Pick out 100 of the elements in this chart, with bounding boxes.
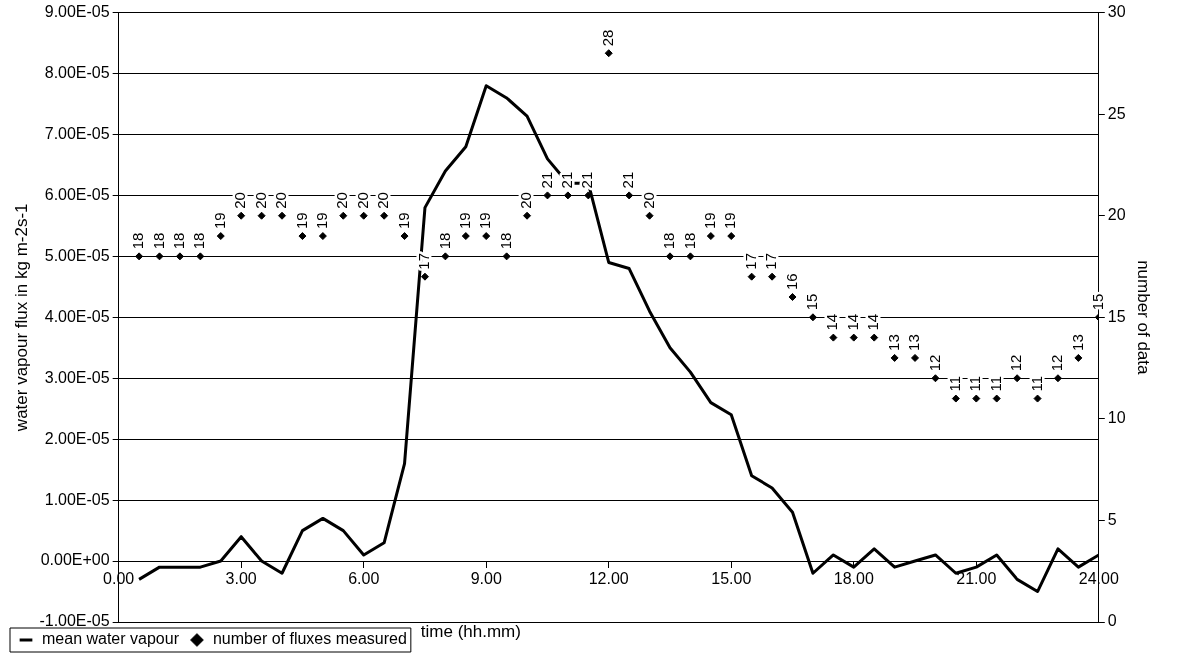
y-tick-label: 9.00E-05 [44, 3, 110, 21]
point [645, 211, 654, 220]
data-label: 19 [292, 212, 310, 230]
x-tick-label: 3.00 [225, 570, 257, 588]
data-label: 12 [1007, 354, 1025, 372]
data-label: 11 [986, 375, 1004, 392]
point [911, 353, 920, 362]
data-label: 18 [190, 232, 208, 250]
data-label: 13 [1068, 334, 1086, 351]
point [1074, 353, 1083, 362]
y-tick-label: 3.00E-05 [44, 368, 110, 386]
point [175, 252, 184, 261]
point [992, 394, 1001, 403]
point [788, 292, 797, 301]
x-tick-label: 15.00 [711, 570, 752, 588]
data-label: 17 [741, 252, 759, 270]
point [849, 333, 858, 342]
point [359, 211, 368, 220]
point [604, 49, 613, 58]
data-label: 19 [210, 212, 228, 230]
point [216, 232, 225, 241]
point [400, 232, 409, 241]
point [523, 211, 532, 220]
data-label: 20 [374, 192, 392, 209]
data-label: 15 [803, 293, 821, 311]
data-label: 13 [884, 334, 902, 351]
legend-label: mean water vapour [42, 630, 180, 648]
point [972, 394, 981, 403]
x-axis-title: time (hh.mm) [420, 622, 521, 642]
x-tick-label: 6.00 [348, 570, 380, 588]
point [502, 252, 511, 261]
x-tick-label: 9.00 [470, 570, 502, 588]
y-tick-label: 1.00E-05 [44, 490, 110, 508]
y-tick-label: 0.00E+00 [40, 551, 110, 569]
y2-axis-title: number of data [1134, 260, 1154, 376]
y-tick-label: -1.00E-05 [39, 612, 110, 630]
y-tick-label: 2.00E-05 [44, 429, 110, 447]
point [461, 232, 470, 241]
data-label: 20 [333, 192, 351, 209]
point [563, 191, 572, 200]
point [278, 211, 287, 220]
data-label: 19 [721, 212, 739, 230]
point [420, 272, 429, 281]
data-label: 19 [394, 212, 412, 230]
data-label: 18 [129, 232, 147, 250]
data-label: 17 [762, 252, 780, 270]
data-label: 11 [946, 375, 964, 392]
data-label: 16 [782, 273, 800, 290]
point [768, 272, 777, 281]
point [1013, 374, 1022, 383]
point [543, 191, 552, 200]
data-label: 18 [170, 232, 188, 250]
data-label: 14 [843, 313, 861, 331]
x-tick-label: 18.00 [833, 570, 874, 588]
y-axis-title: water vapour flux in kg m-2s-1 [11, 203, 31, 433]
y2-tick-label: 25 [1107, 104, 1126, 122]
data-label: 13 [905, 334, 923, 351]
point [951, 394, 960, 403]
point [441, 252, 450, 261]
data-label: 21 [537, 171, 555, 189]
y2-tick-label: 30 [1107, 3, 1126, 21]
point [727, 232, 736, 241]
y2-tick-label: 0 [1107, 612, 1117, 630]
data-label: 12 [1048, 354, 1066, 372]
data-label: 28 [598, 29, 616, 47]
data-label: 11 [1027, 375, 1045, 392]
point [870, 333, 879, 342]
y-tick-label: 8.00E-05 [44, 63, 110, 81]
data-label: 19 [476, 212, 494, 230]
data-label: 14 [864, 313, 882, 331]
point [318, 232, 327, 241]
point [339, 211, 348, 220]
data-label: 19 [455, 212, 473, 230]
data-label: 20 [251, 192, 269, 209]
point [706, 232, 715, 241]
data-label: 21 [619, 171, 637, 189]
data-label: 18 [149, 232, 167, 250]
data-label: 12 [925, 354, 943, 372]
point [237, 211, 246, 220]
y2-tick-label: 20 [1107, 206, 1126, 224]
point [808, 313, 817, 322]
point [931, 374, 940, 383]
point [155, 252, 164, 261]
data-label: 18 [435, 232, 453, 250]
point [1033, 394, 1042, 403]
y-tick-label: 6.00E-05 [44, 185, 110, 203]
data-label: 15 [1088, 293, 1106, 311]
point [747, 272, 756, 281]
point [196, 252, 205, 261]
point [257, 211, 266, 220]
y-tick-label: 4.00E-05 [44, 307, 110, 325]
y2-tick-label: 10 [1107, 409, 1126, 427]
point [298, 232, 307, 241]
data-label: 11 [966, 375, 984, 392]
data-label: 18 [680, 232, 698, 250]
data-label: 20 [231, 192, 249, 209]
point [686, 252, 695, 261]
data-label: 18 [660, 232, 678, 250]
data-label: 20 [517, 192, 535, 209]
point [482, 232, 491, 241]
